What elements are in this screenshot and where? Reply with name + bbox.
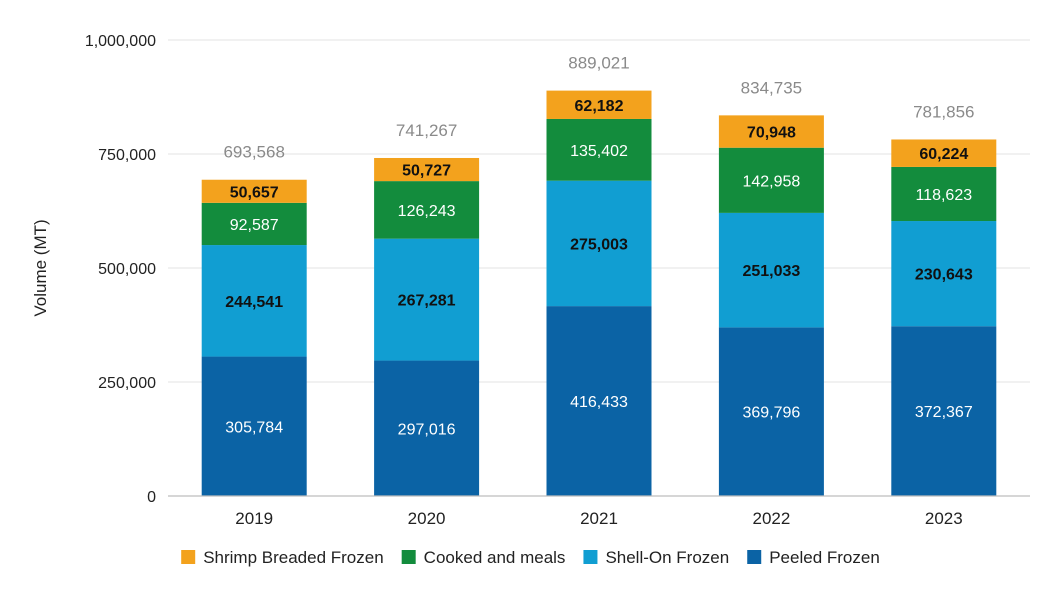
total-label: 781,856 [913,102,974,121]
total-label: 693,568 [223,143,284,162]
legend-swatch [401,550,416,564]
data-label: 142,958 [742,173,800,190]
legend: Shrimp Breaded Frozen Cooked and meals She… [181,548,880,567]
y-axis: 0 250,000 500,000 750,000 1,000,000 [85,33,156,506]
bar-segment [201,179,307,203]
x-axis: 2019 2020 2021 2022 2023 [168,495,1030,528]
total-label: 741,267 [396,121,457,140]
bars [201,90,997,496]
data-labels: 305,784 244,541 92,587 50,657 693,568 297,016… [223,54,974,439]
data-label: 50,727 [402,163,451,180]
bar-segment [546,118,652,181]
legend-label: Cooked and meals [424,548,566,567]
legend-label: Shell-On Frozen [605,548,729,567]
bar-segment [718,115,824,148]
data-label: 372,367 [915,404,973,421]
data-label: 297,016 [398,421,456,438]
y-tick-label: 500,000 [98,261,156,278]
data-label: 244,541 [225,294,283,311]
bar-segment [201,356,307,496]
x-tick-label: 2023 [925,509,963,528]
x-tick-label: 2019 [235,509,273,528]
bar-segment [546,90,652,119]
data-label: 126,243 [398,203,456,220]
bar-segment [374,157,480,182]
legend-label: Peeled Frozen [769,548,880,567]
bar-segment [374,360,480,496]
y-axis-title: Volume (MT) [31,219,50,316]
y-tick-label: 750,000 [98,147,156,164]
data-label: 60,224 [919,146,968,163]
data-label: 118,623 [915,187,972,204]
bar-segment [201,245,307,357]
legend-swatch [583,550,598,564]
bar-segment [201,202,307,246]
y-tick-label: 250,000 [98,375,156,392]
data-label: 50,657 [230,184,279,201]
legend-swatch [747,550,762,564]
total-label: 834,735 [741,78,802,97]
data-label: 251,033 [742,263,800,280]
data-label: 416,433 [570,394,628,411]
data-label: 369,796 [742,405,800,422]
x-tick-label: 2022 [752,509,790,528]
data-label: 135,402 [570,143,628,160]
x-tick-label: 2021 [580,509,618,528]
bar-segment [891,166,997,222]
bar-segment [718,327,824,496]
data-label: 267,281 [398,293,456,310]
total-label: 889,021 [568,54,629,73]
data-label: 305,784 [225,419,283,436]
bar-segment [718,212,824,328]
bar-segment [546,306,652,496]
bar-segment [374,238,480,361]
data-label: 70,948 [747,125,796,142]
bar-segment [891,139,997,167]
bar-segment [374,181,480,239]
legend-label: Shrimp Breaded Frozen [203,548,383,567]
data-label: 62,182 [575,98,624,115]
y-tick-label: 1,000,000 [85,33,156,50]
data-label: 275,003 [570,236,628,253]
data-label: 92,587 [230,217,279,234]
legend-swatch [181,550,196,564]
bar-segment [546,180,652,307]
bar-segment [718,147,824,213]
bar-segment [891,221,997,327]
bar-segment [891,326,997,496]
data-label: 230,643 [915,267,973,284]
y-tick-label: 0 [147,489,156,506]
x-tick-label: 2020 [408,509,446,528]
